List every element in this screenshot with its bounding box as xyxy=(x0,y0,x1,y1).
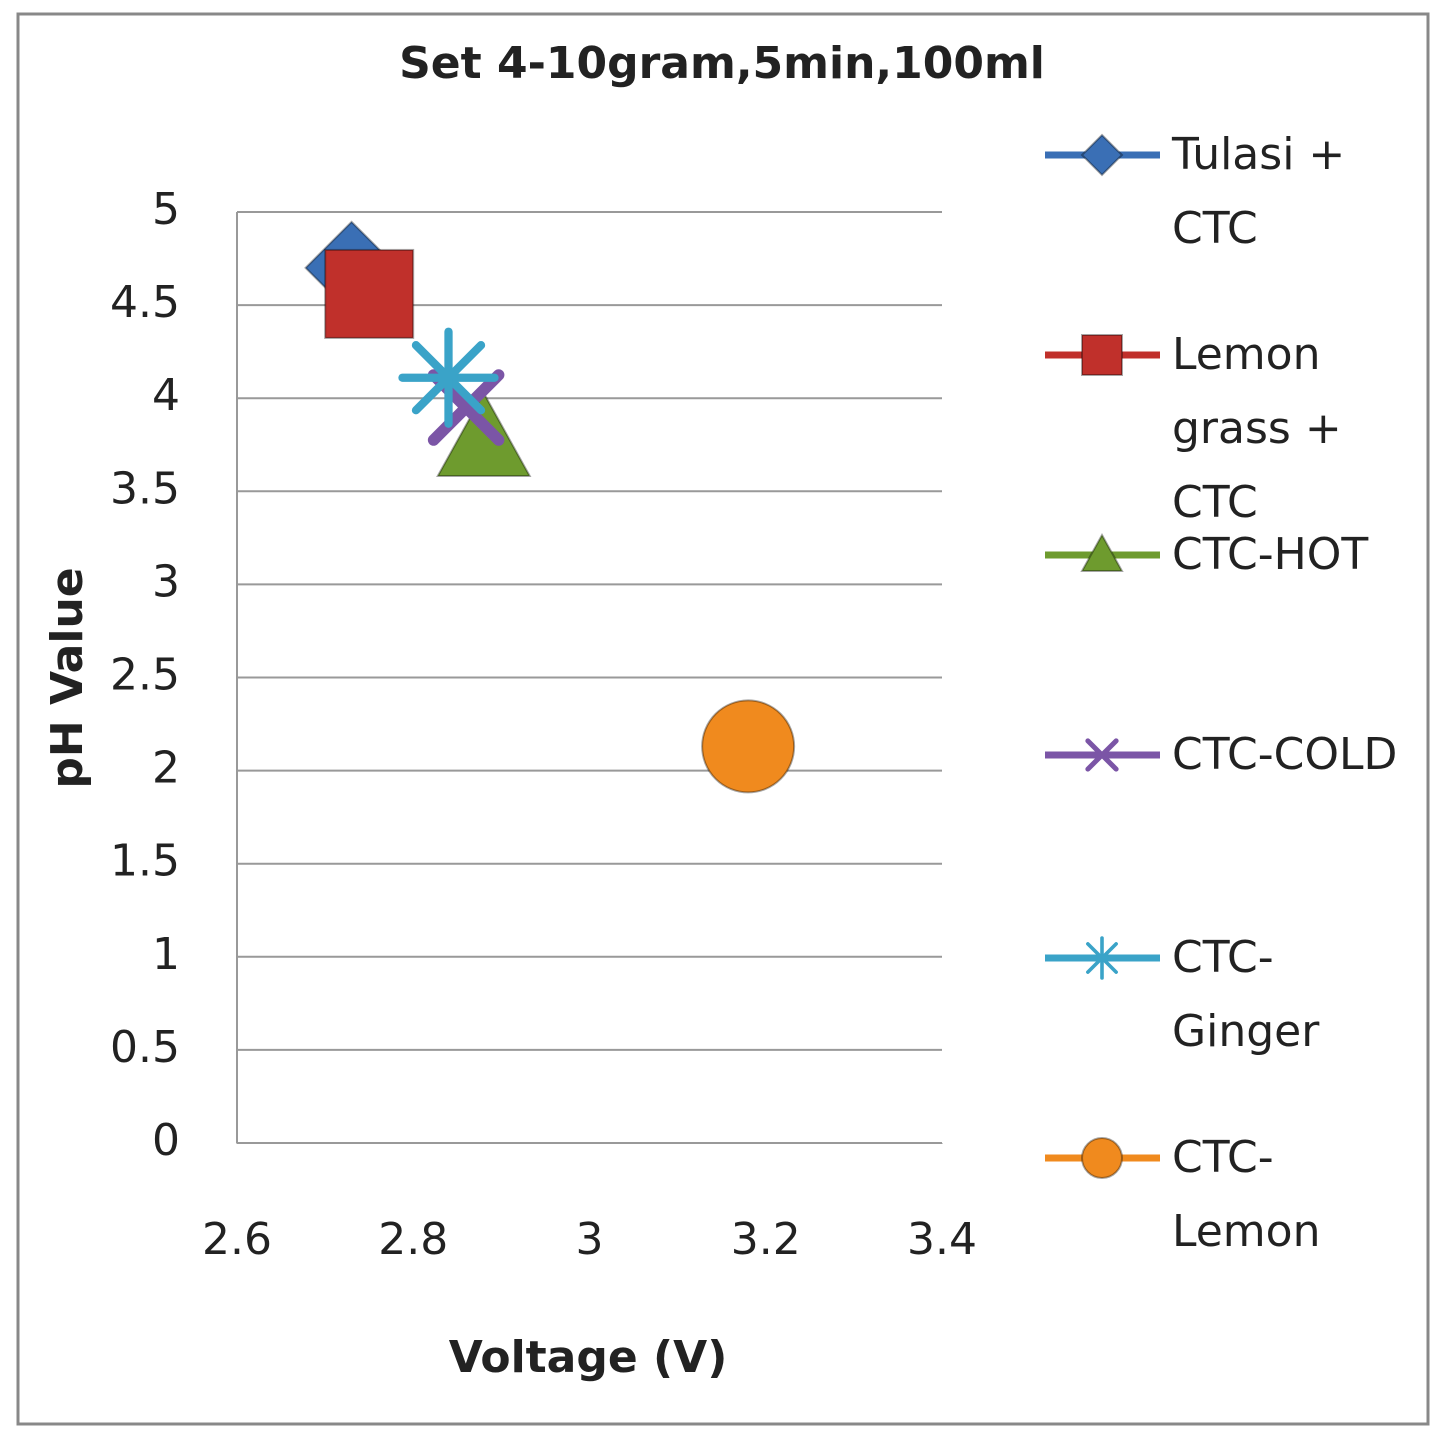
y-tick-label: 4.5 xyxy=(110,277,180,328)
legend-marker xyxy=(1080,532,1124,572)
x-tick-label: 3.4 xyxy=(907,1214,977,1265)
legend-marker xyxy=(1081,334,1123,376)
data-point-shape xyxy=(411,341,486,415)
y-axis-label: pH Value xyxy=(42,567,93,788)
y-tick-label: 1 xyxy=(152,929,180,980)
data-point-shape xyxy=(324,248,415,339)
legend-label: Lemon grass + CTC xyxy=(1172,329,1342,528)
y-tick-label: 0 xyxy=(152,1115,180,1166)
legend-marker xyxy=(1081,1137,1123,1179)
data-point-shape xyxy=(436,391,532,477)
legend-marker xyxy=(1085,738,1119,772)
legend-marker-shape xyxy=(1080,133,1124,177)
data-point xyxy=(701,699,796,794)
legend-marker-shape xyxy=(1086,942,1118,974)
data-point xyxy=(436,391,532,477)
x-tick-label: 3.2 xyxy=(731,1214,801,1265)
legend-label: CTC-Ginger xyxy=(1172,932,1320,1057)
legend-label: CTC-COLD xyxy=(1172,729,1398,780)
legend-marker-shape xyxy=(1081,1137,1123,1179)
y-tick-label: 2.5 xyxy=(110,650,180,701)
legend-marker xyxy=(1080,133,1124,177)
legend-marker-shape xyxy=(1081,334,1123,376)
legend-marker-shape xyxy=(1085,738,1119,772)
y-tick-label: 3.5 xyxy=(110,463,180,514)
y-tick-label: 2 xyxy=(152,743,180,794)
y-tick-label: 5 xyxy=(152,184,180,235)
x-tick-label: 2.6 xyxy=(202,1214,272,1265)
x-tick-label: 3 xyxy=(576,1214,604,1265)
legend-label: CTC-HOT xyxy=(1172,529,1369,580)
y-tick-label: 0.5 xyxy=(110,1022,180,1073)
y-tick-label: 4 xyxy=(152,370,180,421)
data-point xyxy=(398,327,499,428)
chart-title: Set 4-10gram,5min,100ml xyxy=(399,38,1045,89)
y-tick-label: 1.5 xyxy=(110,836,180,887)
data-point-shape xyxy=(701,699,796,794)
legend-label: CTC-Lemon xyxy=(1172,1132,1321,1257)
data-point-shape xyxy=(427,369,505,446)
y-tick-label: 3 xyxy=(152,556,180,607)
legend-marker xyxy=(1080,936,1124,980)
x-tick-label: 2.8 xyxy=(378,1214,448,1265)
legend-marker-shape xyxy=(1080,532,1124,572)
x-axis-label: Voltage (V) xyxy=(449,1332,728,1383)
data-point xyxy=(324,248,415,339)
legend-label: Tulasi + CTC xyxy=(1172,129,1346,254)
